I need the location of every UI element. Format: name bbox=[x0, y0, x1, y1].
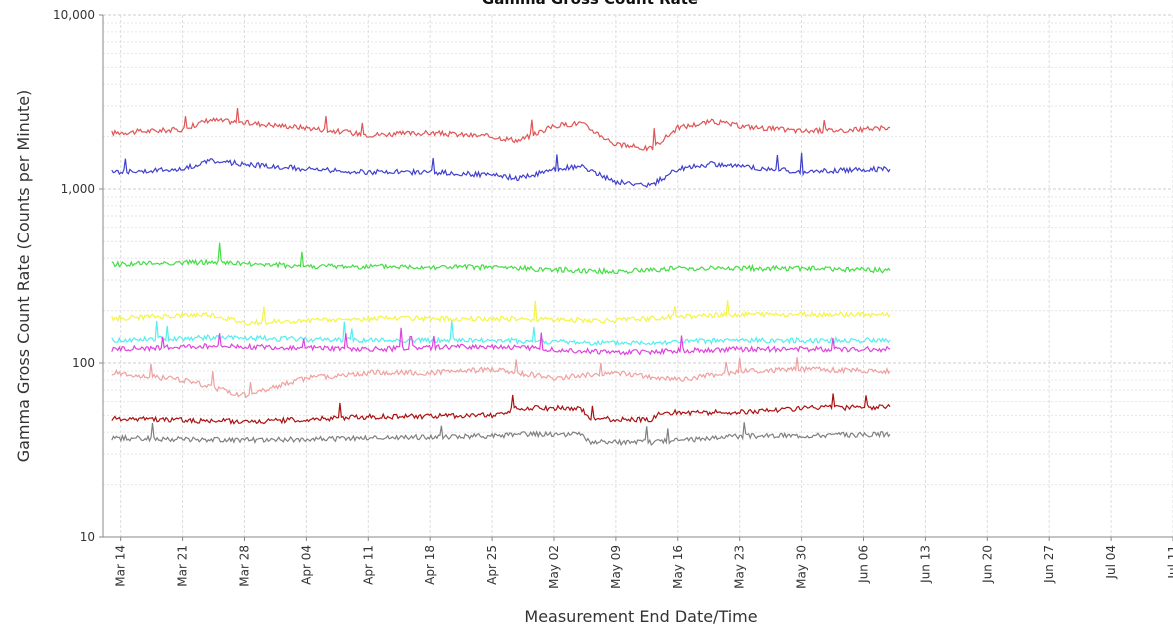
y-tick-label: 1,000 bbox=[61, 182, 95, 196]
series-line-3 bbox=[111, 242, 891, 275]
y-tick-label: 100 bbox=[72, 356, 95, 370]
x-tick-label: May 30 bbox=[795, 545, 809, 589]
plot-area: 10 100 1,000 10,000 Mar 14 Mar 21 Mar 28 Apr 04… bbox=[53, 8, 1173, 589]
chart-title: Gamma Gross Count Rate bbox=[482, 0, 698, 8]
series-line-2 bbox=[111, 152, 891, 188]
x-tick-label: Jun 13 bbox=[918, 545, 932, 584]
y-tick-label: 10,000 bbox=[53, 8, 95, 22]
x-axis-label: Measurement End Date/Time bbox=[524, 607, 757, 626]
x-tick-label: Apr 11 bbox=[361, 545, 375, 585]
x-tick-label: Mar 14 bbox=[114, 545, 128, 587]
x-tick-label: Apr 25 bbox=[485, 545, 499, 585]
series-line-4 bbox=[111, 300, 891, 327]
series-line-1 bbox=[111, 107, 891, 152]
series-line-7 bbox=[111, 357, 891, 399]
x-tick-label: Jul 11 bbox=[1166, 545, 1173, 580]
x-tick-label: May 23 bbox=[733, 545, 747, 589]
x-tick-label: Jun 06 bbox=[856, 545, 870, 584]
x-tick-label: Apr 18 bbox=[423, 545, 437, 585]
series-line-8 bbox=[111, 393, 891, 426]
x-tick-label: Jul 04 bbox=[1104, 545, 1118, 580]
series-line-5 bbox=[111, 320, 891, 347]
x-tick-label: Mar 28 bbox=[237, 545, 251, 587]
x-tick-label: May 09 bbox=[609, 545, 623, 589]
series-line-9 bbox=[111, 422, 891, 447]
x-tick-label: Jun 20 bbox=[980, 545, 994, 584]
x-tick-label: Mar 21 bbox=[176, 545, 190, 587]
x-tick-label: May 02 bbox=[547, 545, 561, 589]
x-tick-label: Apr 04 bbox=[299, 545, 313, 585]
series-line-6 bbox=[111, 327, 891, 356]
x-tick-label: May 16 bbox=[671, 545, 685, 589]
y-axis-label: Gamma Gross Count Rate (Counts per Minut… bbox=[14, 90, 33, 463]
x-tick-label: Jun 27 bbox=[1042, 545, 1056, 584]
y-tick-label: 10 bbox=[80, 530, 95, 544]
